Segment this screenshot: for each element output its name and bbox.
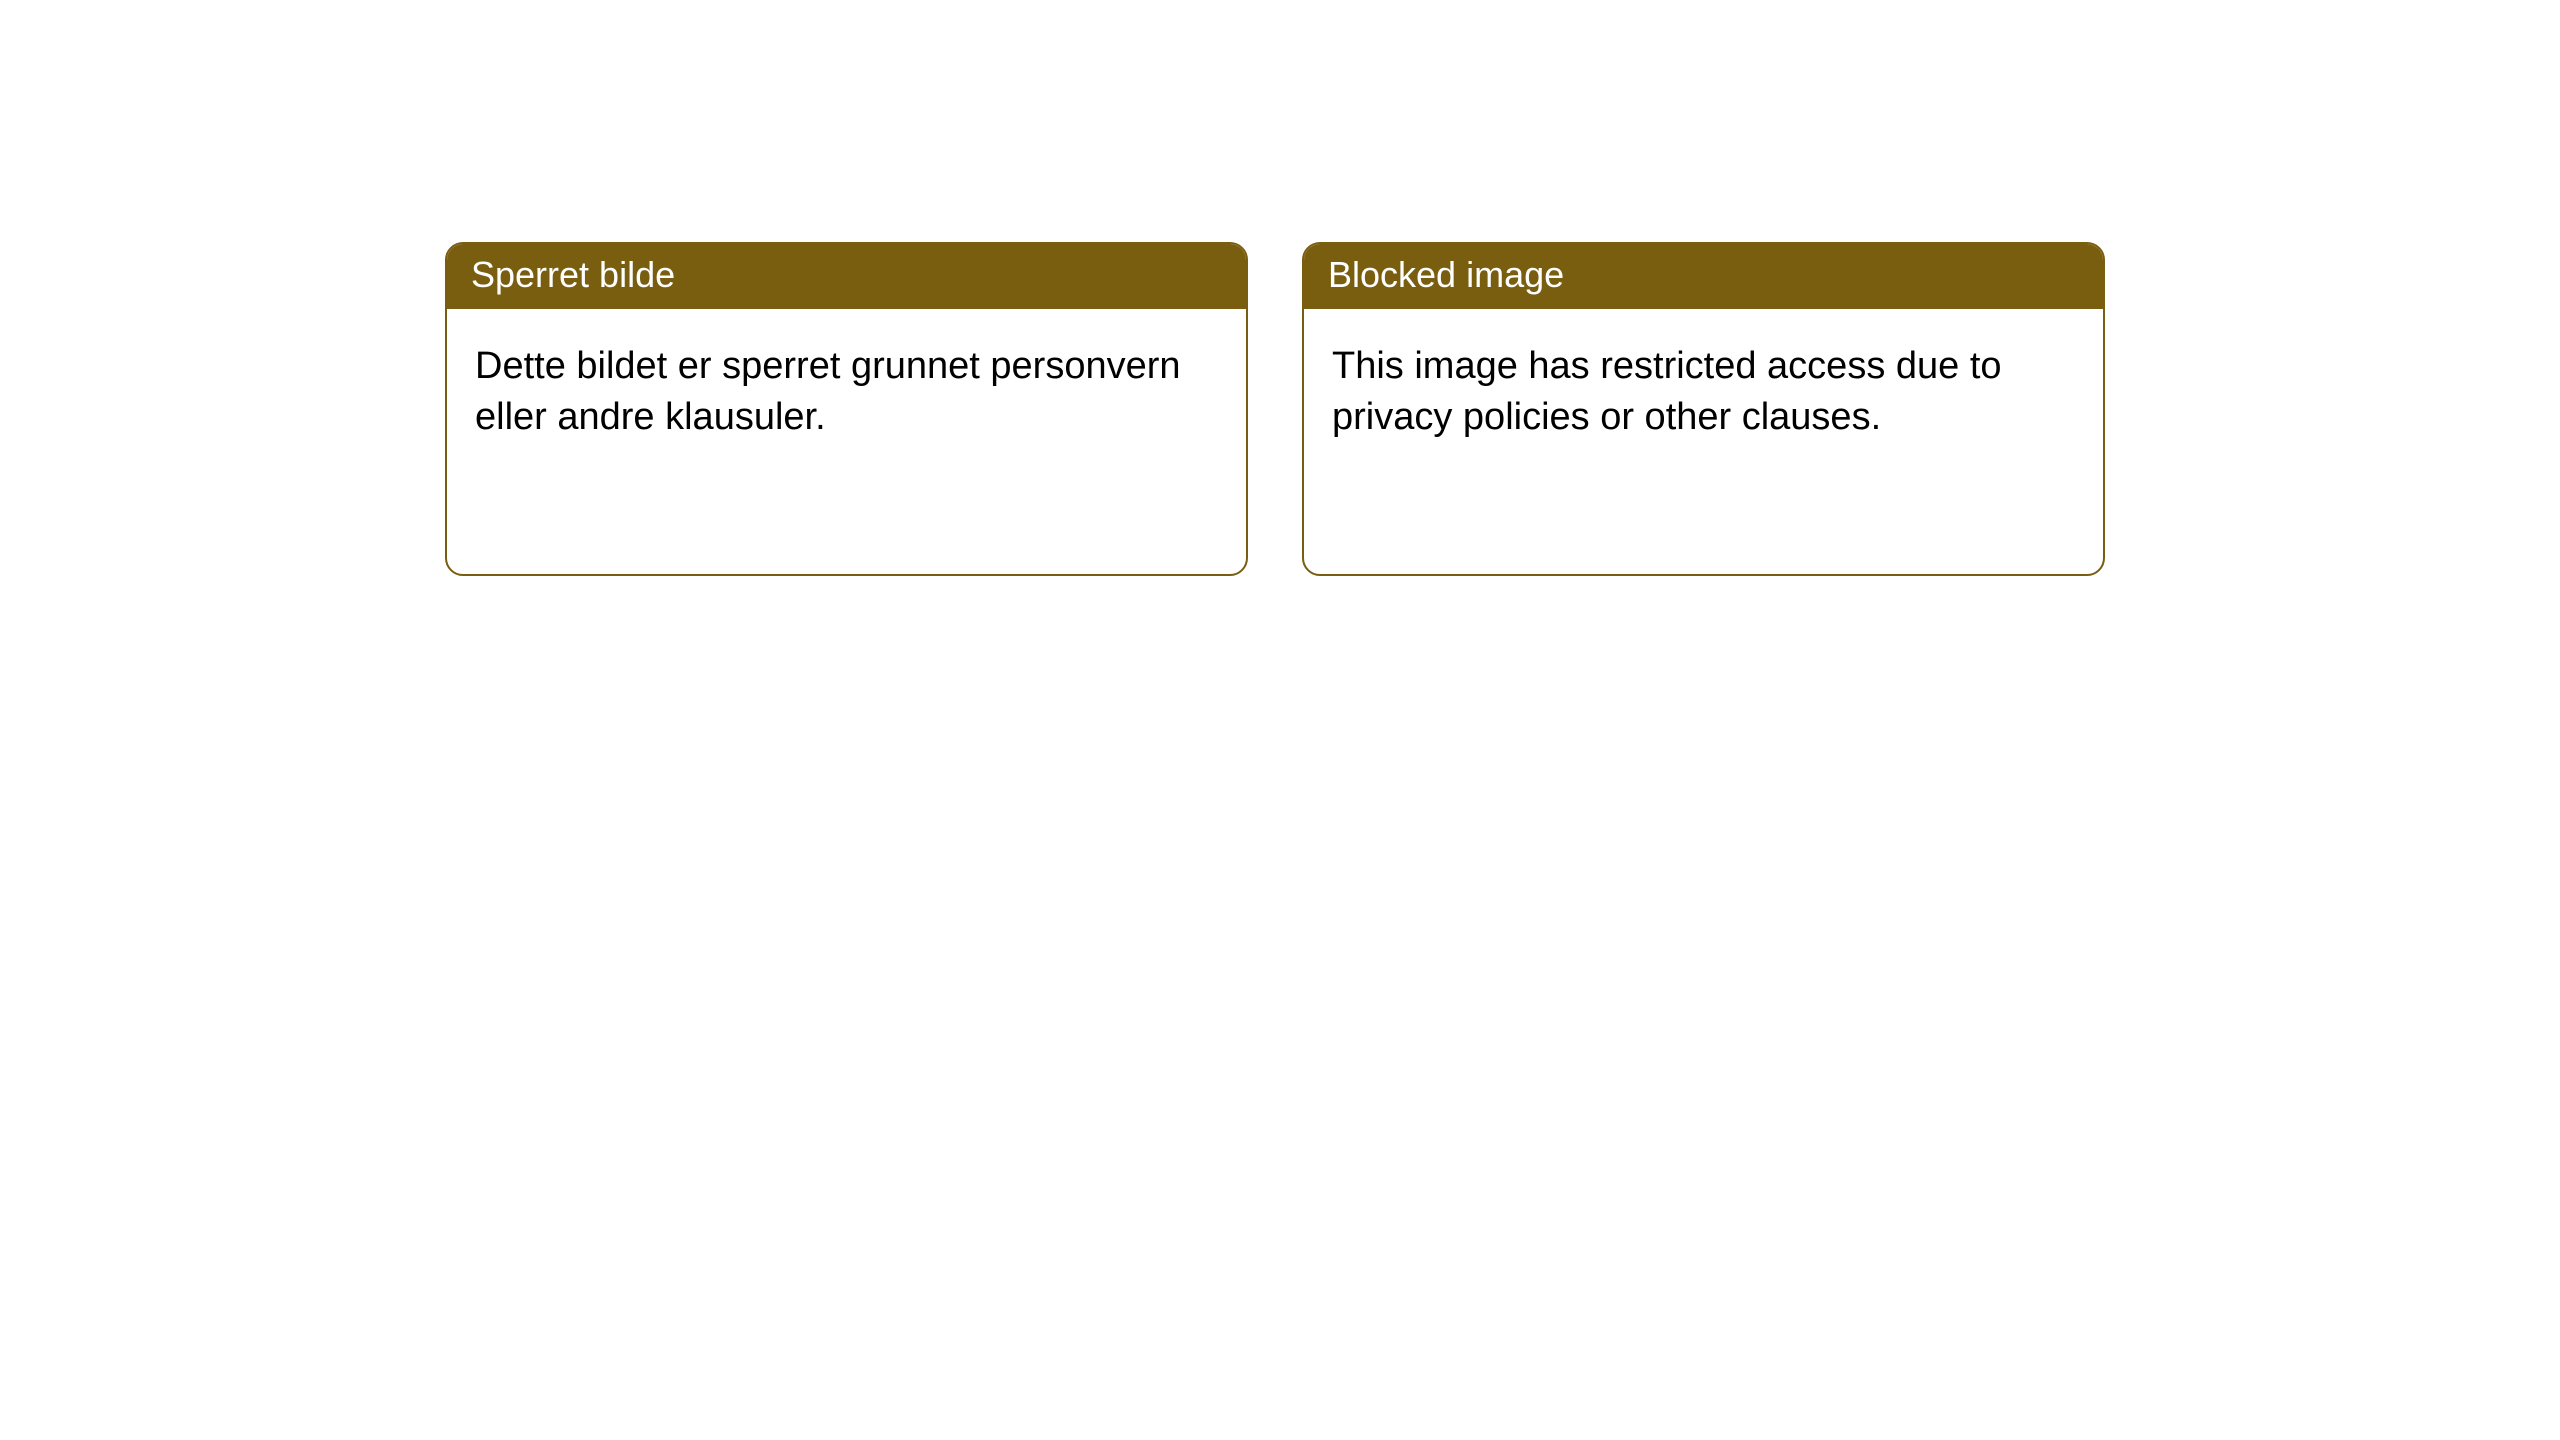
notice-header: Blocked image bbox=[1304, 244, 2103, 309]
notice-container: Sperret bilde Dette bildet er sperret gr… bbox=[445, 242, 2105, 576]
notice-body: Dette bildet er sperret grunnet personve… bbox=[447, 309, 1246, 476]
notice-box-norwegian: Sperret bilde Dette bildet er sperret gr… bbox=[445, 242, 1248, 576]
notice-box-english: Blocked image This image has restricted … bbox=[1302, 242, 2105, 576]
notice-title: Blocked image bbox=[1328, 254, 1564, 295]
notice-body-text: This image has restricted access due to … bbox=[1332, 345, 2002, 438]
notice-body: This image has restricted access due to … bbox=[1304, 309, 2103, 476]
notice-body-text: Dette bildet er sperret grunnet personve… bbox=[475, 345, 1181, 438]
notice-title: Sperret bilde bbox=[471, 254, 675, 295]
notice-header: Sperret bilde bbox=[447, 244, 1246, 309]
